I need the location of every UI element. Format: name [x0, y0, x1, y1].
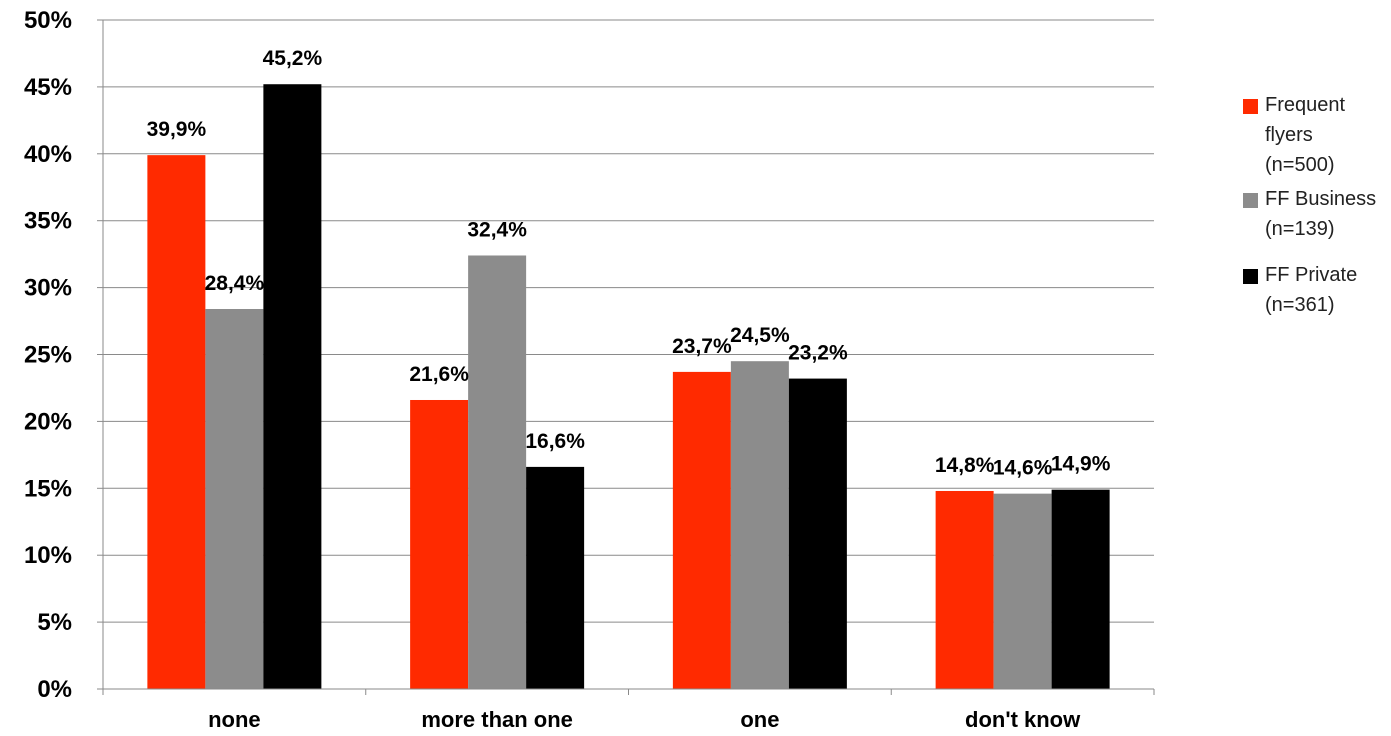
legend-item: FF Private (n=361) [1241, 260, 1391, 320]
bar [730, 361, 789, 689]
data-label: 32,4% [467, 218, 527, 241]
x-category-label: none [208, 707, 261, 732]
bars [147, 84, 1110, 689]
bar [205, 309, 264, 689]
y-tick-label: 35% [24, 208, 72, 235]
y-tick-label: 20% [24, 408, 72, 435]
x-category-label: more than one [421, 707, 573, 732]
legend-label: FF Business (n=139) [1265, 188, 1377, 240]
legend-swatch [1243, 269, 1258, 284]
x-category-label: don't know [965, 707, 1081, 732]
y-tick-label: 30% [24, 275, 72, 302]
bar [788, 378, 847, 689]
legend-label: FF Private (n=361) [1265, 264, 1358, 316]
y-tick-label: 5% [37, 609, 72, 636]
y-tick-label: 10% [24, 542, 72, 569]
bar [526, 466, 585, 689]
y-tick-label: 15% [24, 475, 72, 502]
y-tick-label: 40% [24, 141, 72, 168]
data-labels: 39,9% 21,6% 23,7% 14,8% 28,4% 32,4% 24,5% 14,6%… [147, 47, 1111, 479]
bar [410, 399, 469, 689]
bar [468, 255, 527, 689]
data-label: 28,4% [205, 272, 265, 295]
bar [993, 493, 1052, 689]
legend-label: Frequent flyers (n=500) [1265, 94, 1346, 176]
data-label: 14,9% [1051, 453, 1111, 476]
bar [935, 490, 994, 689]
legend-swatch [1243, 99, 1258, 114]
y-tick-label: 25% [24, 342, 72, 369]
bar [147, 155, 206, 689]
y-tick-label: 0% [37, 676, 72, 703]
data-label: 39,9% [147, 118, 207, 141]
x-axis: none more than one one don't know [102, 20, 1155, 732]
legend-item: FF Business (n=139) [1241, 184, 1391, 244]
legend-item: Frequent flyers (n=500) [1241, 90, 1391, 180]
data-label: 14,8% [935, 454, 995, 477]
legend-swatch [1243, 193, 1258, 208]
bar [1051, 489, 1110, 689]
legend: Frequent flyers (n=500) FF Business (n=13… [1241, 90, 1391, 320]
data-label: 16,6% [525, 430, 585, 453]
data-label: 24,5% [730, 324, 790, 347]
y-tick-label: 45% [24, 74, 72, 101]
data-label: 45,2% [263, 47, 323, 70]
data-label: 23,7% [672, 335, 732, 358]
y-axis-ticks: 0% 5% 10% 15% 20% 25% 30% 35% 40% 45% 50% [24, 7, 103, 703]
data-label: 23,2% [788, 342, 848, 365]
bar [672, 371, 731, 689]
y-tick-label: 50% [24, 7, 72, 34]
x-category-label: one [740, 707, 779, 732]
data-label: 21,6% [409, 363, 469, 386]
data-label: 14,6% [993, 457, 1053, 480]
bar [263, 84, 322, 689]
